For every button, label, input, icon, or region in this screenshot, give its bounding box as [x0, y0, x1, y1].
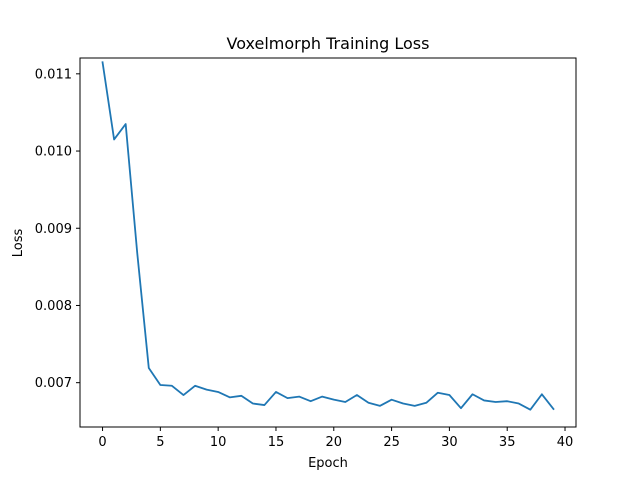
axes-frame: [79, 57, 577, 428]
x-tick-label: 30: [441, 435, 458, 450]
x-tick-label: 10: [210, 435, 227, 450]
axes-background: [80, 58, 576, 427]
y-tick-label: 0.010: [35, 145, 72, 160]
y-tick-label: 0.007: [35, 376, 72, 391]
tick-marks: [76, 73, 566, 431]
plot-area: [76, 57, 577, 431]
chart-title: Voxelmorph Training Loss: [227, 34, 430, 53]
x-tick-label: 0: [98, 435, 106, 450]
x-tick-label: 40: [557, 435, 574, 450]
y-tick-label: 0.008: [35, 299, 72, 314]
y-axis-label: Loss: [11, 229, 26, 258]
series-line: [101, 61, 555, 411]
x-tick-label: 15: [268, 435, 285, 450]
x-axis-label: Epoch: [308, 456, 348, 471]
y-tick-label: 0.011: [35, 67, 72, 82]
x-tick-label: 5: [156, 435, 164, 450]
x-tick-label: 25: [383, 435, 400, 450]
x-tick-label: 35: [499, 435, 516, 450]
y-tick-label: 0.009: [35, 222, 72, 237]
x-tick-label: 20: [326, 435, 343, 450]
series-lines: [101, 61, 555, 411]
